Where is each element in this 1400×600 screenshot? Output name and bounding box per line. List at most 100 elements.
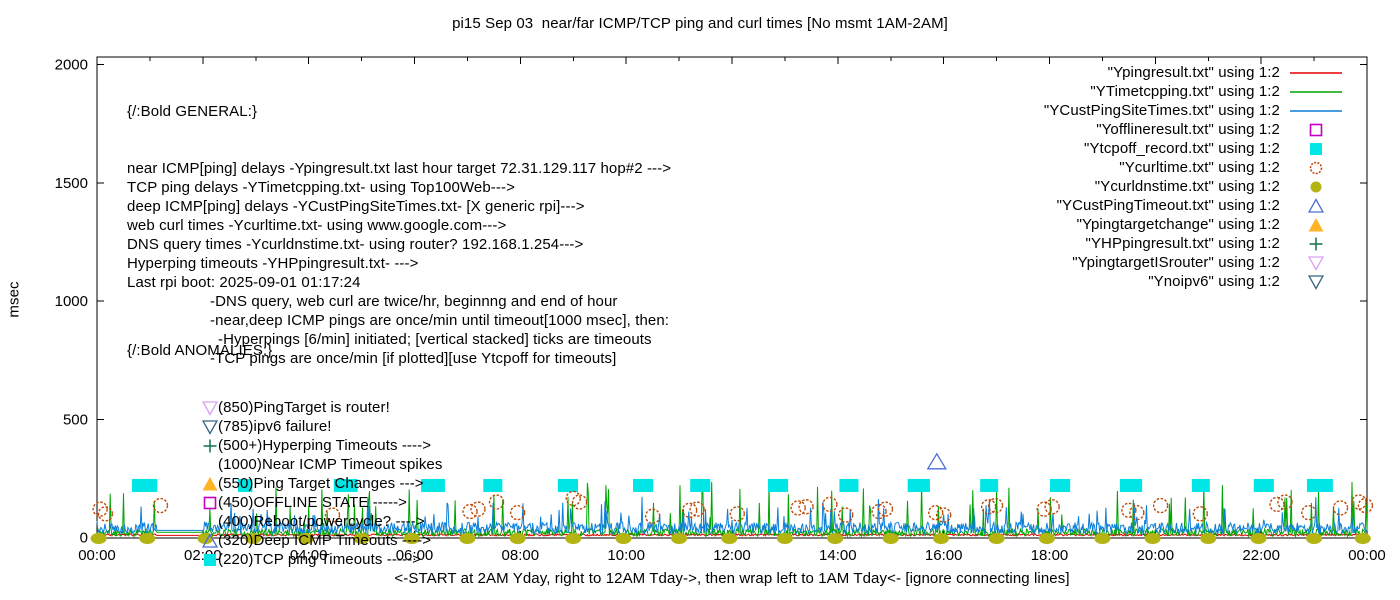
curl-time-point (1277, 494, 1293, 510)
curl-time-point (1357, 497, 1374, 514)
plus-icon (1309, 237, 1323, 250)
general-line: TCP ping delays -YTimetcpping.txt- using… (127, 179, 515, 196)
curl-time-point (97, 506, 114, 522)
chart-legend: "Ypingresult.txt" using 1:2 "YTimetcpping… (900, 63, 1352, 291)
triangle-down-open-icon (1308, 255, 1324, 271)
anomaly-marker (202, 457, 218, 473)
legend-entry: "Ytcpoff_record.txt" using 1:2 (900, 139, 1352, 158)
chart-title: pi15 Sep 03 near/far ICMP/TCP ping and c… (452, 15, 948, 32)
dns-time-point (988, 533, 1005, 544)
general-line: DNS query times -Ycurldnstime.txt- using… (127, 236, 584, 253)
legend-entry: "Ypingresult.txt" using 1:2 (900, 63, 1352, 82)
curl-time-point (565, 490, 581, 507)
anomaly-label: (1000)Near ICMP Timeout spikes (218, 456, 443, 473)
curl-time-point (509, 504, 526, 521)
legend-entry: "YHPpingresult.txt" using 1:2 (900, 234, 1352, 253)
anomaly-row: (220)TCP ping Timeouts -----> (127, 550, 442, 569)
dns-time-point (933, 533, 950, 544)
curl-time-point (488, 494, 505, 510)
legend-label: "Yofflineresult.txt" using 1:2 (1096, 121, 1280, 138)
tcp-timeout-mark (633, 478, 654, 492)
anomaly-marker (202, 419, 218, 435)
legend-marker (1280, 103, 1352, 119)
legend-marker (1280, 197, 1352, 214)
curl-time-point (324, 507, 341, 523)
curl-time-point (838, 507, 854, 523)
dns-time-point (1038, 533, 1055, 544)
general-annotation-block: {/:Bold GENERAL:} near ICMP[ping] delays… (127, 64, 671, 406)
square-filled-icon (204, 553, 216, 566)
anomaly-label: (220)TCP ping Timeouts -----> (218, 551, 422, 568)
curl-time-point (790, 500, 806, 516)
x-tick-label: 14:00 (819, 547, 857, 564)
anomaly-row: (400)Reboot/powercycle? ----> (127, 512, 442, 531)
x-tick-label: 18:00 (1031, 547, 1069, 564)
deep-icmp-timeout-point (926, 452, 947, 470)
anomaly-row: (785)ipv6 failure! (127, 417, 442, 436)
triangle-up-filled-icon (1308, 217, 1324, 231)
curl-time-point (681, 502, 698, 519)
curl-time-point (928, 504, 944, 521)
general-line: -Hyperpings [6/min] initiated; [vertical… (218, 331, 652, 348)
square-filled-icon (1310, 142, 1322, 155)
anomaly-marker (202, 476, 218, 492)
dns-time-point (509, 533, 526, 544)
dns-time-point (1306, 533, 1323, 544)
legend-label: "Ynoipv6" using 1:2 (1148, 273, 1280, 290)
curl-time-point (822, 496, 838, 513)
general-line: deep ICMP[ping] delays -YCustPingSiteTim… (127, 198, 585, 215)
anomaly-marker (202, 532, 218, 549)
legend-label: "Ypingtargetchange" using 1:2 (1076, 216, 1280, 233)
tcp-timeout-mark (483, 478, 503, 492)
dns-time-point (776, 533, 793, 544)
curl-time-point (644, 508, 661, 524)
anomaly-marker (202, 552, 218, 568)
curl-time-point (689, 501, 705, 517)
anomaly-marker (202, 400, 218, 416)
tcp-timeout-mark (333, 478, 358, 492)
general-heading: {/:Bold GENERAL:} (127, 103, 258, 120)
y-tick-label: 2000 (55, 57, 88, 74)
legend-marker (1280, 141, 1352, 157)
anomaly-marker (202, 514, 218, 530)
legend-label: "Ycurldnstime.txt" using 1:2 (1094, 178, 1280, 195)
curl-time-point (470, 501, 486, 517)
anomalies-annotation-block: {/:Bold ANOMALIES:} (850)PingTarget is r… (127, 303, 442, 600)
legend-marker (1280, 179, 1352, 195)
general-line: Last rpi boot: 2025-09-01 01:17:24 (127, 274, 361, 291)
legend-entry: "YCustPingTimeout.txt" using 1:2 (900, 196, 1352, 215)
tcp-timeout-mark (131, 478, 158, 492)
x-tick-label: 20:00 (1137, 547, 1175, 564)
tcp-timeout-mark (907, 478, 930, 492)
tcp-timeout-mark (238, 478, 253, 492)
curl-time-point (1351, 494, 1367, 510)
tcp-timeout-mark (980, 478, 999, 492)
anomaly-label: (500+)Hyperping Timeouts ----> (218, 437, 432, 454)
legend-marker (1280, 160, 1352, 176)
legend-label: "YHPpingresult.txt" using 1:2 (1085, 235, 1280, 252)
dns-time-point (245, 533, 262, 544)
curl-time-point (1192, 506, 1209, 522)
legend-label: "YCustPingTimeout.txt" using 1:2 (1056, 197, 1280, 214)
curl-time-point (571, 494, 588, 510)
dns-time-point (298, 533, 315, 544)
y-tick-label: 500 (63, 411, 88, 428)
triangle-down-open-icon (1308, 274, 1324, 290)
dns-time-point (1094, 533, 1111, 544)
line-icon (1290, 71, 1342, 74)
anomaly-rows: (850)PingTarget is router! (785)ipv6 fail… (127, 398, 442, 569)
legend-entry: "YTimetcpping.txt" using 1:2 (900, 82, 1352, 101)
anomaly-row: (320)Deep ICMP Timeouts ----> (127, 531, 442, 550)
square-open-icon (203, 496, 217, 509)
circle-filled-icon (1310, 181, 1322, 192)
curl-time-point (980, 499, 997, 515)
general-line: -DNS query, web curl are twice/hr, begin… (210, 293, 618, 310)
curl-time-point (1301, 504, 1317, 521)
plus-icon (203, 439, 217, 452)
legend-marker (1280, 84, 1352, 100)
dns-time-point (1354, 533, 1371, 544)
legend-marker (1280, 65, 1352, 81)
dns-time-point (671, 533, 688, 544)
legend-marker (1280, 122, 1352, 138)
